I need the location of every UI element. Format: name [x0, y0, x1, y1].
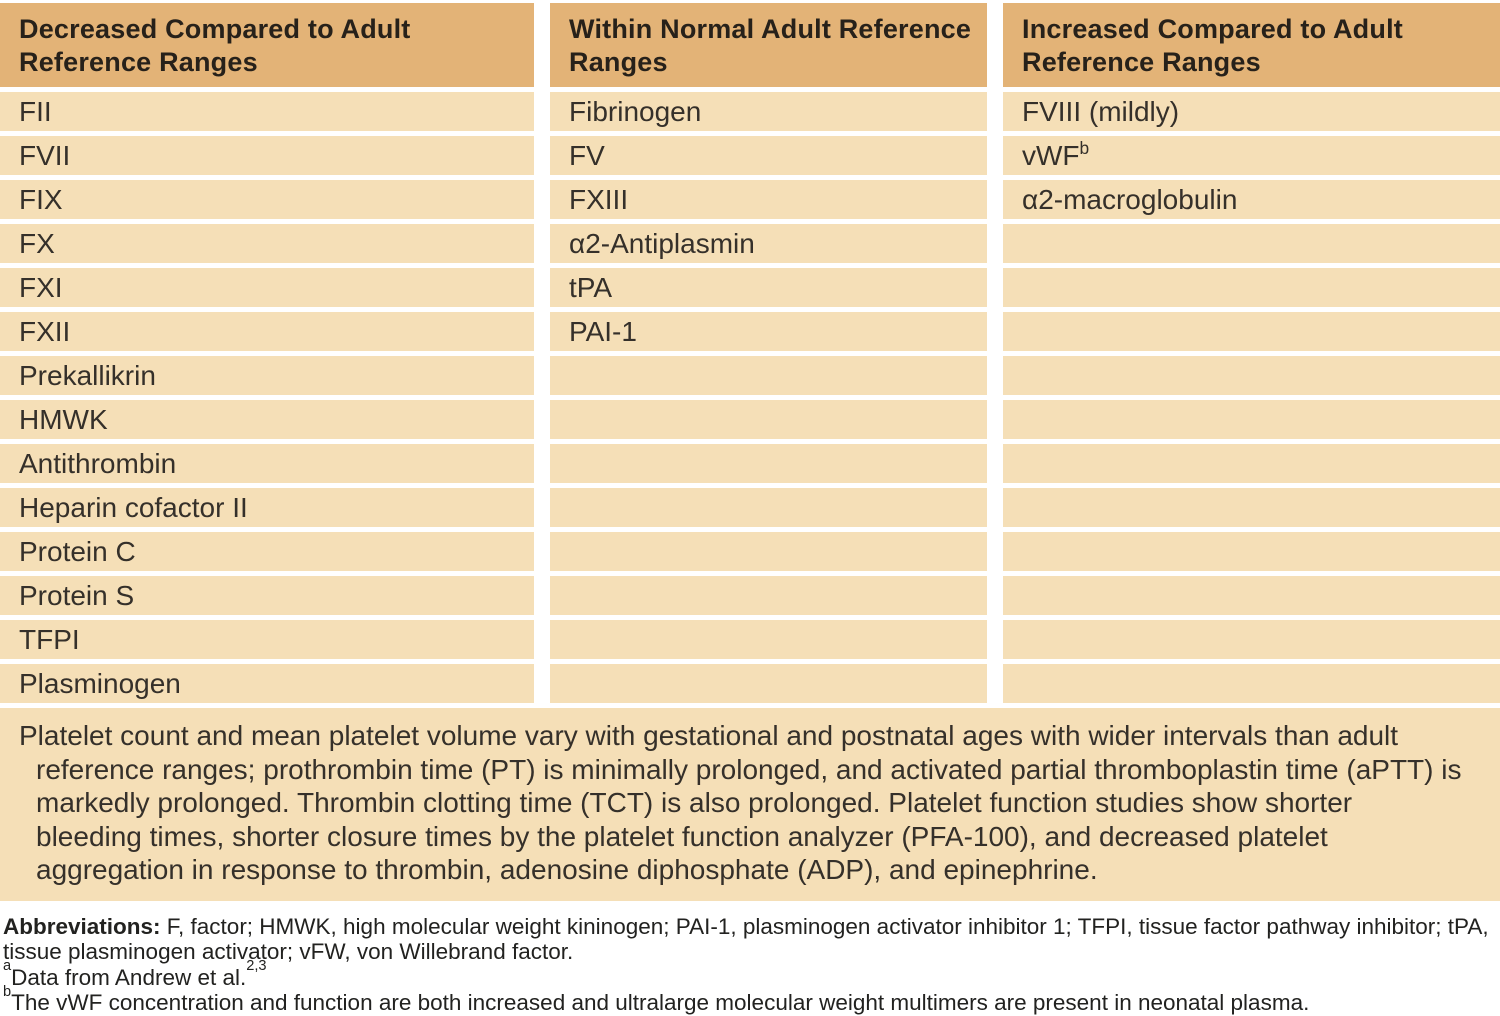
table-cell — [1003, 400, 1500, 439]
table-cell: TFPI — [0, 620, 534, 659]
table-cell — [1003, 488, 1500, 527]
table-cell: HMWK — [0, 400, 534, 439]
table-cell: FXIII — [550, 180, 987, 219]
table-cell — [1003, 268, 1500, 307]
table-cell — [550, 532, 987, 571]
footnote-b-text: The vWF concentration and function are b… — [11, 990, 1310, 1015]
column-header-increased: Increased Compared to Adult Reference Ra… — [1003, 3, 1500, 87]
table-cell: Protein C — [0, 532, 534, 571]
table-cell: Antithrombin — [0, 444, 534, 483]
table-cell: vWF b — [1003, 136, 1500, 175]
table-cell: α2-Antiplasmin — [550, 224, 987, 263]
table-cell: FVIII (mildly) — [1003, 92, 1500, 131]
table-cell — [1003, 532, 1500, 571]
table-cell — [1003, 356, 1500, 395]
table-cell — [1003, 224, 1500, 263]
reference-table: Decreased Compared to Adult Reference Ra… — [0, 3, 1500, 901]
table-cell: Fibrinogen — [550, 92, 987, 131]
table-cell — [550, 356, 987, 395]
table-cell: FXI — [0, 268, 534, 307]
table-cell — [550, 576, 987, 615]
column-header-normal: Within Normal Adult Reference Ranges — [550, 3, 987, 87]
abbreviations-note: Abbreviations: F, factor; HMWK, high mol… — [3, 914, 1496, 965]
table-cell — [1003, 444, 1500, 483]
footnote-a-marker: a — [3, 958, 12, 975]
abbreviations-label: Abbreviations: — [3, 913, 161, 939]
table-cell — [550, 444, 987, 483]
table-cell — [1003, 620, 1500, 659]
table-cell: tPA — [550, 268, 987, 307]
table-cell: FVII — [0, 136, 534, 175]
table-cell: Prekallikrin — [0, 356, 534, 395]
table-cell — [1003, 664, 1500, 703]
footnote-a: aData from Andrew et al.2,3 — [3, 959, 1496, 991]
table-cell: FV — [550, 136, 987, 175]
table-cell: FXII — [0, 312, 534, 351]
table-note: Platelet count and mean platelet volume … — [0, 708, 1500, 901]
table-cell — [1003, 312, 1500, 351]
footnote-b-marker: b — [3, 983, 12, 1000]
footnote-a-refs: 2,3 — [246, 958, 267, 975]
table-cell: FIX — [0, 180, 534, 219]
table-cell — [550, 488, 987, 527]
column-header-decreased: Decreased Compared to Adult Reference Ra… — [0, 3, 534, 87]
footnote-b: bThe vWF concentration and function are … — [3, 984, 1496, 1016]
table-cell: Plasminogen — [0, 664, 534, 703]
table-cell — [550, 620, 987, 659]
table-cell — [550, 400, 987, 439]
table-cell: Protein S — [0, 576, 534, 615]
cell-text: vWF — [1022, 139, 1080, 171]
table-cell: α2-macroglobulin — [1003, 180, 1500, 219]
table-cell: FII — [0, 92, 534, 131]
table-cell — [550, 664, 987, 703]
table-cell: PAI-1 — [550, 312, 987, 351]
abbreviations-text: F, factor; HMWK, high molecular weight k… — [3, 913, 1489, 965]
table-cell: FX — [0, 224, 534, 263]
table-cell: Heparin cofactor II — [0, 488, 534, 527]
footnotes: Abbreviations: F, factor; HMWK, high mol… — [0, 914, 1500, 1016]
footnote-a-text: Data from Andrew et al. — [11, 964, 247, 990]
table-cell — [1003, 576, 1500, 615]
